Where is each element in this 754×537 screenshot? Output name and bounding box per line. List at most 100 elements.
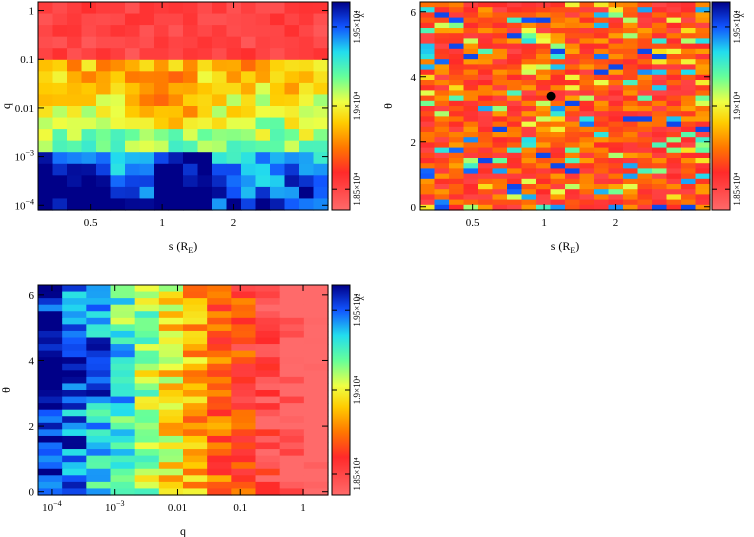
heatmap-cell — [463, 48, 479, 55]
heatmap-cell — [86, 370, 112, 378]
heatmap-cell — [550, 38, 566, 45]
heatmap-cell — [608, 121, 624, 128]
heatmap-cell — [231, 442, 257, 450]
heatmap-cell — [207, 344, 232, 352]
heatmap-cell — [158, 344, 184, 352]
heatmap-cell — [38, 350, 63, 358]
heatmap-cell — [666, 69, 682, 76]
heatmap-cell — [507, 132, 523, 138]
heatmap-cell — [463, 90, 479, 97]
heatmap-cell — [284, 2, 300, 15]
heatmap-cell — [255, 198, 271, 211]
heatmap-cell — [183, 416, 208, 424]
heatmap-cell — [303, 357, 329, 365]
heatmap-cell — [154, 140, 170, 153]
heatmap-cell — [536, 168, 552, 175]
y-tick-label: 0.01 — [15, 103, 34, 115]
heatmap-cell — [110, 330, 136, 339]
heatmap-cell — [579, 17, 595, 24]
heatmap-cell — [434, 158, 450, 164]
heatmap-cell — [492, 163, 508, 169]
heatmap-cell — [449, 59, 465, 65]
heatmap-cell — [695, 168, 711, 175]
heatmap-cell — [623, 48, 639, 55]
heatmap-cell — [623, 85, 639, 91]
heatmap-cell — [313, 13, 329, 26]
heatmap-cell — [52, 48, 68, 61]
heatmap-cell — [695, 80, 711, 86]
heatmap-cell — [623, 116, 639, 123]
heatmap-cell — [550, 48, 566, 55]
heatmap-cell — [134, 442, 160, 450]
heatmap-cell — [550, 43, 566, 50]
heatmap-cell — [110, 357, 136, 365]
heatmap-cell — [81, 140, 97, 153]
heatmap-cell — [492, 48, 508, 55]
heatmap-cell — [681, 7, 697, 13]
heatmap-cell — [652, 137, 668, 143]
heatmap-cell — [420, 184, 436, 190]
heatmap-cell — [38, 304, 63, 312]
heatmap-cell — [279, 291, 305, 299]
heatmap-cell — [62, 298, 87, 306]
heatmap-cell — [52, 106, 68, 119]
heatmap-cell — [158, 416, 184, 424]
heatmap-cell — [579, 69, 595, 76]
heatmap-cell — [652, 38, 668, 45]
heatmap-cell — [536, 38, 552, 45]
heatmap-cell — [449, 7, 465, 13]
heatmap-cell — [303, 449, 329, 457]
heatmap-cell — [579, 59, 595, 65]
heatmap-cell — [212, 186, 228, 200]
heatmap-cell — [637, 100, 653, 107]
heatmap-cell — [110, 25, 126, 38]
plot-frame — [419, 1, 711, 211]
heatmap-cell — [81, 129, 97, 142]
heatmap-cell — [183, 36, 199, 49]
heatmap-cell — [521, 33, 537, 39]
heatmap-cell — [67, 48, 83, 61]
heatmap-cell — [303, 481, 329, 490]
heatmap-cell — [652, 126, 668, 133]
heatmap-cell — [255, 475, 281, 483]
heatmap-cell — [434, 48, 450, 55]
heatmap-cell — [434, 111, 450, 117]
heatmap-cell — [478, 132, 494, 138]
heatmap-cell — [637, 158, 653, 164]
heatmap-cell — [255, 416, 281, 424]
heatmap-cell — [550, 100, 566, 107]
heatmap-cell — [168, 175, 184, 188]
heatmap-cell — [420, 199, 436, 206]
heatmap-cell — [434, 2, 450, 8]
heatmap-cell — [594, 7, 610, 13]
heatmap-cell — [449, 90, 465, 97]
heatmap-cell — [420, 126, 436, 133]
heatmap-cell — [303, 390, 329, 398]
x-tick-label: 2 — [231, 217, 237, 229]
heatmap-cell — [110, 383, 136, 391]
heatmap-cell — [52, 13, 68, 26]
heatmap-cell — [158, 330, 184, 339]
heatmap-cell — [81, 94, 97, 107]
heatmap-cell — [86, 435, 112, 444]
heatmap-cell — [463, 168, 479, 175]
heatmap-cell — [299, 198, 315, 211]
heatmap-cell — [420, 12, 436, 19]
y-tick-label: 6 — [29, 290, 35, 302]
heatmap-cell — [550, 28, 566, 34]
heatmap-cell — [38, 71, 54, 84]
heatmap-cell — [478, 204, 494, 211]
heatmap-cell — [62, 291, 87, 299]
heatmap-cell — [38, 383, 63, 391]
heatmap-cell — [536, 12, 552, 19]
heatmap-cell — [478, 38, 494, 45]
heatmap-cell — [279, 350, 305, 358]
x-tick-label: 1 — [541, 217, 547, 229]
heatmap-cell — [96, 186, 112, 200]
heatmap-cell — [197, 140, 213, 153]
colorbar-tick-label: 1.85×10⁴ — [352, 458, 362, 491]
x-tick-label: 2 — [613, 217, 619, 229]
heatmap-cell — [652, 106, 668, 112]
heatmap-cell — [38, 25, 54, 38]
heatmap-cell — [579, 142, 595, 149]
